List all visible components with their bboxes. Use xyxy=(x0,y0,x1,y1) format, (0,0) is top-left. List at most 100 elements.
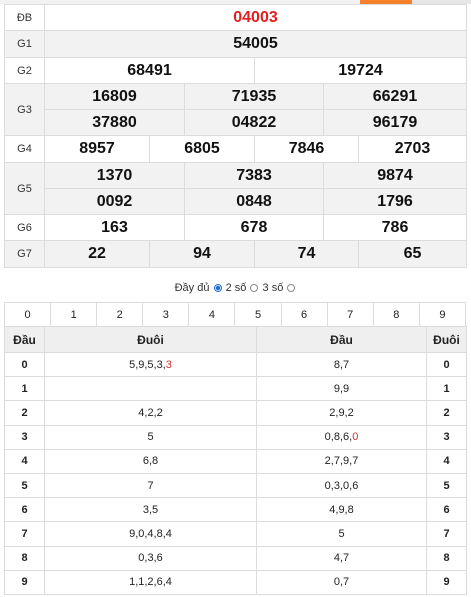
prize-label: G4 xyxy=(4,135,45,163)
prize-number: 22 xyxy=(44,240,150,268)
prize-row-g2: G2 68491 19724 xyxy=(4,57,467,84)
row-duoi: 5 xyxy=(426,472,467,499)
radio-2-digits[interactable] xyxy=(250,284,259,292)
prize-row-g4: G4 8957 6805 7846 2703 xyxy=(4,135,467,163)
digit-filter-2[interactable]: 2 xyxy=(96,302,144,327)
digit-text: 1,1,2,6,4 xyxy=(129,576,172,589)
row-duoi: 6 xyxy=(426,497,467,523)
digit-text: 0,3,0,6 xyxy=(324,479,359,492)
prize-row-g6: G6 163 678 786 xyxy=(4,214,467,241)
head-tail-body: 0 5,9,5,3,3 8,7 0 1 9,9 1 2 4,2,2 2,9,2 2 3 5 0,8,6,0… xyxy=(4,351,467,595)
digit-text: 7 xyxy=(443,527,450,540)
row-dau: 2 xyxy=(4,400,45,426)
digit-filter-3[interactable]: 3 xyxy=(142,302,190,327)
prize-number: 7383 xyxy=(184,162,324,189)
prize-row-db: ĐB 04003 xyxy=(4,4,467,31)
row-duoi: 7 xyxy=(426,521,467,547)
digit-text: 9,9 xyxy=(333,382,350,395)
prize-number: 9874 xyxy=(323,162,467,189)
prize-number: 163 xyxy=(44,214,185,241)
table-row: 7 9,0,4,8,4 5 7 xyxy=(4,521,467,547)
digit-text: 7 xyxy=(147,479,154,492)
table-row: 1 9,9 1 xyxy=(4,376,467,402)
display-options: Đầy đủ 2 số 3 số xyxy=(0,282,471,294)
row-dau: 8 xyxy=(4,545,45,571)
digit-filter-0[interactable]: 0 xyxy=(3,302,52,327)
row-dau: 5 xyxy=(4,472,45,499)
row-duoi: 2 xyxy=(426,400,467,426)
digit-text: 0,7 xyxy=(333,576,350,589)
digit-text: 3,5 xyxy=(142,503,159,516)
row-duoi: 4 xyxy=(426,448,467,474)
digit-text: 6 xyxy=(21,503,28,516)
digit-text: 0,8,6, xyxy=(324,431,353,444)
prize-label: G5 xyxy=(4,162,45,215)
digit-text: 0 xyxy=(443,358,450,371)
top-accent-bar xyxy=(0,0,471,4)
row-dau-list: 0,7 xyxy=(256,569,427,595)
row-dau: 6 xyxy=(4,497,45,523)
radio-3-digits[interactable] xyxy=(287,284,296,292)
row-dau-list: 8,7 xyxy=(256,351,427,378)
digit-text: 1 xyxy=(21,382,28,395)
prize-label: G7 xyxy=(4,240,45,268)
digit-text: 9 xyxy=(21,576,28,589)
digit-filter-7[interactable]: 7 xyxy=(326,302,374,327)
prize-row-g7: G7 22 94 74 65 xyxy=(4,240,467,268)
digit-text: 4,7 xyxy=(333,552,350,565)
prize-row-g5b: 0092 0848 1796 xyxy=(5,188,467,215)
digit-text: 5,9,5,3, xyxy=(129,358,166,371)
row-duoi-list: 3,5 xyxy=(44,497,257,523)
prize-number: 65 xyxy=(358,240,467,268)
prize-number: 678 xyxy=(184,214,324,241)
table-row: 3 5 0,8,6,0 3 xyxy=(4,424,467,450)
prize-number: 94 xyxy=(149,240,255,268)
digit-filter-8[interactable]: 8 xyxy=(372,302,420,327)
prize-number: 04822 xyxy=(184,109,324,136)
digit-text: 8 xyxy=(21,552,28,565)
prize-number: 37880 xyxy=(44,109,185,136)
col-header-duoi: Đuôi xyxy=(44,326,257,353)
row-duoi-list xyxy=(44,376,257,402)
row-duoi-list: 9,0,4,8,4 xyxy=(44,521,257,547)
prize-number: 74 xyxy=(254,240,359,268)
table-row: 8 0,3,6 4,7 8 xyxy=(4,545,467,571)
digit-filter-5[interactable]: 5 xyxy=(234,302,282,327)
digit-text: 5 xyxy=(21,479,28,492)
row-dau-list: 5 xyxy=(256,521,427,547)
prize-number: 8957 xyxy=(44,135,150,163)
digit-filter-row: 0 1 2 3 4 5 6 7 8 9 xyxy=(3,302,467,327)
prize-number: 71935 xyxy=(184,83,324,110)
prize-number: 96179 xyxy=(323,109,467,136)
digit-text: 5 xyxy=(338,527,345,540)
row-duoi-list: 4,2,2 xyxy=(44,400,257,426)
digit-text: 3 xyxy=(21,431,28,444)
digit-filter-9[interactable]: 9 xyxy=(418,302,467,327)
row-duoi: 0 xyxy=(426,351,467,378)
radio-full[interactable] xyxy=(213,284,222,292)
table-row: 0 5,9,5,3,3 8,7 0 xyxy=(4,351,467,378)
prize-label: G3 xyxy=(4,83,45,136)
row-duoi-list: 0,3,6 xyxy=(44,545,257,571)
table-row: 4 6,8 2,7,9,7 4 xyxy=(4,448,467,474)
prize-label: G6 xyxy=(4,214,45,241)
digit-text: 8 xyxy=(443,552,450,565)
row-duoi-list: 5,9,5,3,3 xyxy=(44,351,257,378)
table-row: 6 3,5 4,9,8 6 xyxy=(4,497,467,523)
option-3-digits-label: 3 số xyxy=(262,282,284,294)
row-dau-list: 4,7 xyxy=(256,545,427,571)
digit-filter-1[interactable]: 1 xyxy=(50,302,98,327)
digit-text: 5 xyxy=(147,431,154,444)
prize-number: 0848 xyxy=(184,188,324,215)
digit-text: 4 xyxy=(21,455,28,468)
digit-text: 0 xyxy=(21,358,28,371)
prize-label: G1 xyxy=(4,30,45,58)
digit-text: 9,0,4,8,4 xyxy=(129,527,172,540)
digit-filter-6[interactable]: 6 xyxy=(280,302,328,327)
row-duoi: 9 xyxy=(426,569,467,595)
digit-text: 4,2,2 xyxy=(138,406,163,419)
digit-filter-4[interactable]: 4 xyxy=(188,302,236,327)
option-full-label: Đầy đủ xyxy=(174,282,210,294)
table-row: 5 7 0,3,0,6 5 xyxy=(4,472,467,499)
prize-label: G2 xyxy=(4,57,45,84)
